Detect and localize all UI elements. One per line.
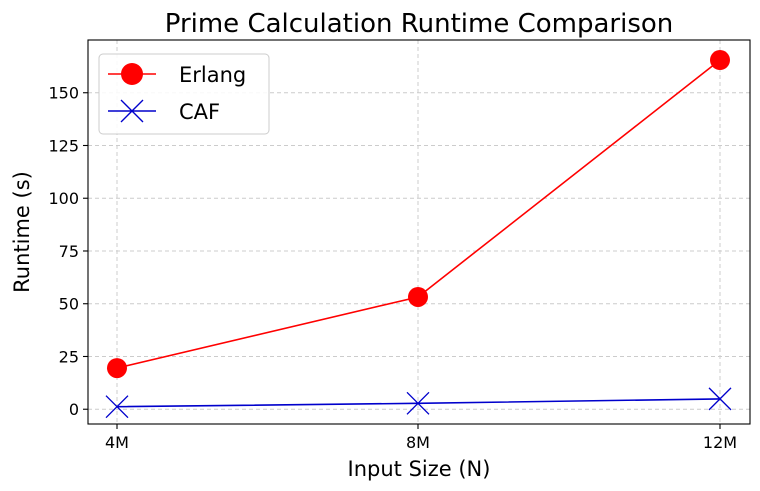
plot-frame xyxy=(87,39,751,425)
y-tick-label: 50 xyxy=(59,295,79,314)
x-axis-label: Input Size (N) xyxy=(348,457,491,481)
series-layer xyxy=(105,50,732,419)
data-point-erlang xyxy=(408,286,428,307)
legend: Erlang CAF xyxy=(98,53,270,135)
y-tick-label: 75 xyxy=(59,242,79,261)
legend-marker-caf xyxy=(120,99,144,123)
data-point-caf xyxy=(406,391,430,415)
y-tick-label: 0 xyxy=(69,400,79,419)
legend-marker-erlang xyxy=(121,63,143,85)
y-tick-label: 25 xyxy=(59,347,79,366)
y-tick-label: 125 xyxy=(48,136,79,155)
y-tick-label: 100 xyxy=(48,189,79,208)
x-tick-label: 12M xyxy=(703,433,737,452)
tick-layer: 0 25 50 75 100 125 150 4M 8M 12M xyxy=(48,84,737,452)
y-axis-label: Runtime (s) xyxy=(10,171,34,293)
data-point-erlang xyxy=(107,358,127,379)
legend-label-erlang: Erlang xyxy=(179,63,246,87)
x-tick-label: 8M xyxy=(406,433,430,452)
chart-title: Prime Calculation Runtime Comparison xyxy=(165,9,674,39)
y-tick-label: 150 xyxy=(48,84,79,103)
x-tick-label: 4M xyxy=(105,433,129,452)
legend-label-caf: CAF xyxy=(179,100,220,124)
data-point-caf xyxy=(105,395,129,419)
data-point-erlang xyxy=(710,50,730,71)
data-point-caf xyxy=(708,387,732,411)
